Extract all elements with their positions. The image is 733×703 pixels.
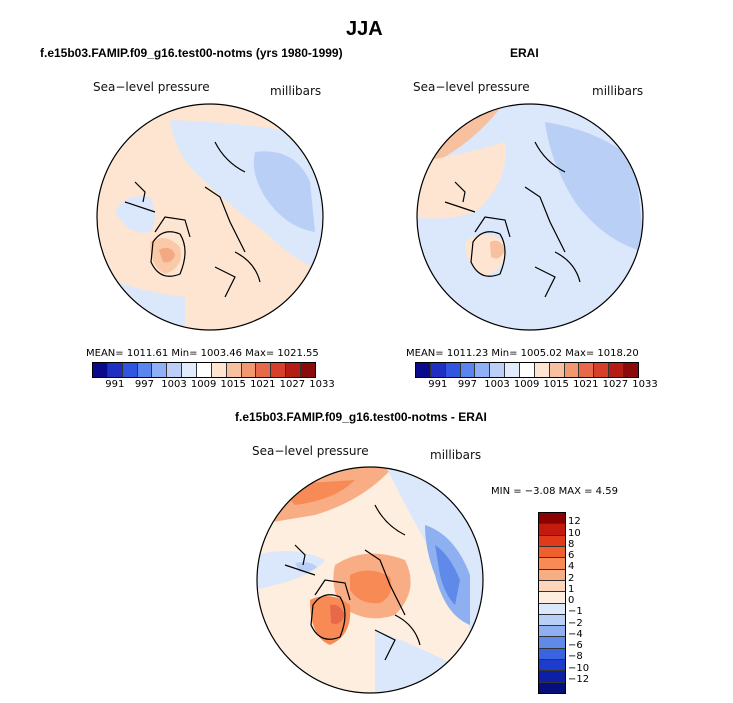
colorbar-tick-label: −2 bbox=[568, 617, 583, 629]
obs-stats: MEAN= 1011.23 Min= 1005.02 Max= 1018.20 bbox=[406, 348, 639, 359]
colorbar-tick-label: −10 bbox=[568, 662, 590, 674]
model-colorbar bbox=[92, 362, 316, 378]
colorbar-swatch bbox=[539, 513, 565, 525]
colorbar-swatch bbox=[539, 558, 565, 570]
colorbar-swatch bbox=[107, 363, 123, 377]
colorbar-tick-label: 12 bbox=[568, 516, 581, 528]
colorbar-swatch bbox=[241, 363, 257, 377]
colorbar-tick-label: 1 bbox=[568, 583, 575, 595]
colorbar-swatch bbox=[271, 363, 287, 377]
colorbar-swatch bbox=[539, 535, 565, 547]
colorbar-swatch bbox=[416, 363, 431, 377]
colorbar-swatch bbox=[211, 363, 227, 377]
colorbar-tick-label: 1021 bbox=[573, 379, 599, 390]
colorbar-swatch bbox=[490, 363, 506, 377]
colorbar-swatch bbox=[594, 363, 610, 377]
colorbar-swatch bbox=[579, 363, 595, 377]
model-colorbar-ticks: 991 997 1003 1009 1015 1021 1027 1033 bbox=[92, 377, 334, 391]
colorbar-swatch bbox=[539, 660, 565, 672]
colorbar-swatch bbox=[197, 363, 212, 377]
colorbar-tick-label: 1015 bbox=[220, 379, 246, 390]
colorbar-swatch bbox=[167, 363, 183, 377]
colorbar-tick-label: −12 bbox=[568, 673, 590, 685]
colorbar-swatch bbox=[539, 580, 565, 593]
diff-polar-map bbox=[256, 466, 484, 694]
diff-variable-label: Sea−level pressure bbox=[252, 444, 369, 458]
diff-colorbar bbox=[538, 512, 566, 694]
colorbar-swatch bbox=[539, 569, 565, 581]
colorbar-swatch bbox=[301, 363, 315, 377]
colorbar-tick-label: 997 bbox=[134, 379, 154, 390]
colorbar-swatch bbox=[256, 363, 272, 377]
obs-polar-map bbox=[416, 103, 644, 331]
colorbar-tick-label: 1003 bbox=[484, 379, 510, 390]
colorbar-swatch bbox=[549, 363, 565, 377]
colorbar-swatch bbox=[430, 363, 446, 377]
colorbar-swatch bbox=[564, 363, 580, 377]
colorbar-swatch bbox=[539, 637, 565, 649]
colorbar-swatch bbox=[539, 648, 565, 661]
diff-panel-title: f.e15b03.FAMIP.f09_g16.test00-notms - ER… bbox=[235, 410, 487, 424]
colorbar-swatch bbox=[226, 363, 242, 377]
colorbar-swatch bbox=[539, 592, 565, 604]
colorbar-tick-label: −4 bbox=[568, 628, 583, 640]
colorbar-tick-label: 1027 bbox=[279, 379, 306, 390]
colorbar-swatch bbox=[475, 363, 491, 377]
colorbar-swatch bbox=[539, 603, 565, 615]
colorbar-swatch bbox=[539, 626, 565, 638]
colorbar-swatch bbox=[137, 363, 153, 377]
model-polar-map bbox=[96, 103, 324, 331]
colorbar-tick-label: 1021 bbox=[250, 379, 276, 390]
colorbar-tick-label: 1009 bbox=[190, 379, 217, 390]
colorbar-tick-label: −6 bbox=[568, 640, 583, 651]
colorbar-swatch bbox=[505, 363, 521, 377]
colorbar-tick-label: 1033 bbox=[309, 379, 335, 390]
colorbar-tick-label: 4 bbox=[568, 561, 575, 573]
colorbar-swatch bbox=[152, 363, 168, 377]
obs-colorbar-ticks: 991 997 1003 1009 1015 1021 1027 1033 bbox=[415, 377, 657, 391]
colorbar-tick-label: −8 bbox=[568, 651, 583, 663]
colorbar-tick-label: 1009 bbox=[513, 379, 540, 390]
obs-panel-title: ERAI bbox=[510, 46, 539, 60]
colorbar-swatch bbox=[93, 363, 108, 377]
obs-units-label: millibars bbox=[592, 84, 644, 98]
colorbar-tick-label: 6 bbox=[568, 550, 575, 561]
colorbar-swatch bbox=[445, 363, 461, 377]
colorbar-swatch bbox=[182, 363, 198, 377]
colorbar-tick-label: 991 bbox=[428, 379, 448, 390]
diff-stats: MIN = −3.08 MAX = 4.59 bbox=[491, 486, 618, 497]
colorbar-tick-label: 997 bbox=[457, 379, 477, 390]
colorbar-swatch bbox=[286, 363, 302, 377]
colorbar-tick-label: 0 bbox=[568, 595, 575, 606]
diff-colorbar-ticks: 12 10 8 6 4 2 1 0 −1 −2 −4 −6 −8 −10 −12 bbox=[540, 512, 590, 696]
model-variable-label: Sea−level pressure bbox=[93, 80, 210, 94]
colorbar-tick-label: 8 bbox=[568, 538, 575, 550]
figure-title: JJA bbox=[346, 18, 383, 40]
colorbar-tick-label: 991 bbox=[105, 379, 125, 390]
colorbar-swatch bbox=[534, 363, 550, 377]
colorbar-swatch bbox=[539, 671, 565, 683]
colorbar-swatch bbox=[539, 546, 565, 559]
obs-colorbar bbox=[415, 362, 639, 378]
colorbar-swatch bbox=[460, 363, 476, 377]
model-stats: MEAN= 1011.61 Min= 1003.46 Max= 1021.55 bbox=[86, 348, 319, 359]
colorbar-swatch bbox=[539, 524, 565, 536]
colorbar-tick-label: −1 bbox=[568, 606, 583, 618]
colorbar-swatch bbox=[624, 363, 638, 377]
model-panel-title: f.e15b03.FAMIP.f09_g16.test00-notms (yrs… bbox=[40, 46, 343, 60]
colorbar-tick-label: 1033 bbox=[632, 379, 658, 390]
colorbar-swatch bbox=[520, 363, 535, 377]
colorbar-swatch bbox=[122, 363, 138, 377]
colorbar-tick-label: 1003 bbox=[161, 379, 187, 390]
colorbar-swatch bbox=[609, 363, 625, 377]
obs-variable-label: Sea−level pressure bbox=[413, 80, 530, 94]
colorbar-swatch bbox=[539, 682, 565, 693]
diff-units-label: millibars bbox=[430, 448, 482, 462]
colorbar-tick-label: 1027 bbox=[602, 379, 629, 390]
colorbar-swatch bbox=[539, 614, 565, 627]
colorbar-tick-label: 10 bbox=[568, 527, 581, 539]
colorbar-tick-label: 1015 bbox=[543, 379, 569, 390]
colorbar-tick-label: 2 bbox=[568, 572, 575, 584]
model-units-label: millibars bbox=[270, 84, 322, 98]
